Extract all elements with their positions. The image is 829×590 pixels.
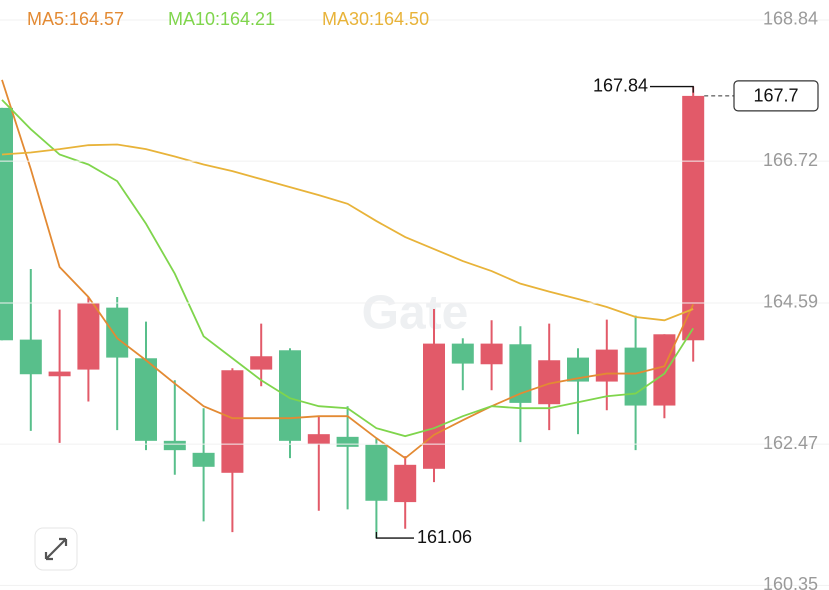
candle-body — [307, 434, 330, 445]
low-leader — [375, 532, 414, 539]
candle-body — [682, 95, 705, 341]
candle-body — [653, 334, 676, 406]
high-leader — [650, 85, 694, 93]
candle-body — [48, 371, 71, 377]
candle-body — [77, 302, 100, 370]
candle-body — [480, 343, 503, 365]
candle-body — [423, 343, 445, 469]
watermark: Gate — [362, 287, 469, 340]
candle-body — [250, 356, 273, 370]
y-tick-label: 162.47 — [763, 433, 818, 453]
expand-button[interactable] — [34, 527, 78, 571]
candle-body — [0, 107, 13, 341]
candle-body — [221, 370, 244, 473]
y-tick-label: 160.35 — [763, 574, 818, 590]
candle-body — [336, 436, 359, 447]
y-tick-label: 164.59 — [763, 292, 818, 312]
price-box — [733, 80, 819, 112]
candle-body — [192, 452, 215, 467]
candle-body — [595, 349, 618, 382]
high-label: 167.84 — [593, 75, 648, 95]
candle-body — [509, 344, 532, 403]
candle-body — [163, 440, 186, 451]
legend-entry: MA30:164.50 — [322, 9, 429, 29]
y-tick-label: 168.84 — [763, 9, 818, 29]
expand-icon[interactable] — [44, 537, 68, 561]
plot — [0, 79, 705, 539]
candle-body — [106, 307, 129, 358]
candle-body — [279, 350, 301, 441]
price-label: 167.7 — [753, 86, 798, 106]
candle-body — [19, 339, 42, 375]
ma-line — [1, 143, 694, 322]
candle-body — [451, 343, 474, 364]
legend-entry: MA5:164.57 — [27, 9, 124, 29]
candle-body — [365, 444, 388, 501]
y-tick-label: 166.72 — [763, 150, 818, 170]
legend-entry: MA10:164.21 — [168, 9, 275, 29]
candle-body — [135, 358, 157, 441]
ma-line — [1, 99, 694, 438]
ma-line — [1, 79, 695, 460]
candle-body — [394, 464, 417, 503]
low-label: 161.06 — [417, 527, 472, 547]
candle-body — [538, 360, 561, 405]
candle-body — [624, 347, 647, 406]
candle-body — [567, 357, 589, 382]
